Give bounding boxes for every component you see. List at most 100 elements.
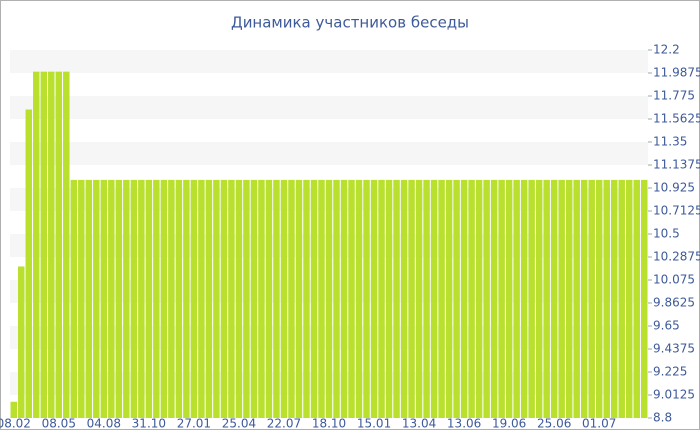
y-tick-label: 10.925 — [653, 181, 695, 195]
bar — [355, 179, 363, 418]
bar — [250, 179, 258, 418]
bar — [445, 179, 453, 418]
x-tick-label: 19.06 — [492, 417, 526, 430]
bar — [370, 179, 378, 418]
bar — [130, 179, 138, 418]
x-tick-label: 25.06 — [537, 417, 571, 430]
bar — [40, 71, 48, 418]
bar — [123, 179, 130, 418]
bar — [325, 179, 333, 418]
bar — [160, 179, 168, 418]
bar — [385, 179, 393, 418]
bar — [626, 179, 633, 418]
bar — [558, 179, 565, 418]
bar — [93, 179, 100, 418]
grid-band — [10, 96, 648, 119]
bar — [468, 179, 475, 418]
bar — [183, 179, 190, 418]
bar — [100, 179, 108, 418]
bar — [288, 179, 295, 418]
bar — [460, 179, 468, 418]
bar — [258, 179, 265, 418]
bar — [498, 179, 505, 418]
bar — [168, 179, 175, 418]
bar — [588, 179, 595, 418]
bar — [85, 179, 93, 418]
bar — [190, 179, 198, 418]
bar — [603, 179, 610, 418]
bar — [528, 179, 535, 418]
bar — [453, 179, 460, 418]
x-tick-label: 22.07 — [267, 417, 301, 430]
bar — [303, 179, 310, 418]
bar — [595, 179, 603, 418]
bar — [340, 179, 348, 418]
bar — [33, 71, 40, 418]
bar — [475, 179, 483, 418]
bar — [55, 71, 63, 418]
bar — [145, 179, 153, 418]
bar — [18, 266, 25, 418]
x-tick-label: 13.06 — [447, 417, 481, 430]
bar — [153, 179, 160, 418]
bar — [408, 179, 415, 418]
bar — [70, 179, 78, 418]
bar — [280, 179, 288, 418]
bar — [430, 179, 438, 418]
x-tick-label: 15.01 — [357, 417, 391, 430]
bar — [198, 179, 205, 418]
bar — [550, 179, 558, 418]
bar — [63, 71, 70, 418]
bar — [580, 179, 588, 418]
x-tick-label: 08.02 — [0, 417, 31, 430]
x-tick-label: 01.07 — [582, 417, 616, 430]
bar — [115, 179, 123, 418]
bar — [265, 179, 273, 418]
bar — [228, 179, 235, 418]
bar — [513, 179, 520, 418]
bar — [310, 179, 318, 418]
y-tick-label: 10.7125 — [653, 204, 700, 218]
bar — [175, 179, 183, 418]
bar — [273, 179, 280, 418]
bar — [78, 179, 85, 418]
y-tick-label: 11.5625 — [653, 112, 700, 126]
bar — [318, 179, 325, 418]
bar — [505, 179, 513, 418]
y-tick-label: 9.8625 — [653, 296, 695, 310]
grid-band — [10, 142, 648, 165]
bar — [348, 179, 355, 418]
y-tick-label: 9.225 — [653, 365, 687, 379]
bar — [483, 179, 490, 418]
bar — [25, 109, 32, 418]
bar — [235, 179, 243, 418]
y-tick-label: 9.65 — [653, 319, 680, 333]
chart-title: Динамика участников беседы — [231, 14, 469, 32]
y-tick-label: 10.075 — [653, 273, 695, 287]
bar — [543, 179, 550, 418]
bar — [243, 179, 250, 418]
y-tick-label: 10.2875 — [653, 250, 700, 264]
bar — [610, 179, 618, 418]
y-tick-label: 11.775 — [653, 89, 695, 103]
bar — [520, 179, 528, 418]
y-tick-label: 11.1375 — [653, 158, 700, 172]
y-tick-label: 11.35 — [653, 135, 687, 149]
bar — [415, 179, 423, 418]
bar — [213, 179, 220, 418]
x-tick-label: 04.08 — [87, 417, 121, 430]
bar — [295, 179, 303, 418]
bar — [108, 179, 115, 418]
x-tick-label: 31.10 — [132, 417, 166, 430]
bar — [10, 401, 17, 418]
bar — [641, 179, 648, 418]
bar — [205, 179, 213, 418]
x-tick-label: 08.05 — [42, 417, 76, 430]
y-tick-label: 11.9875 — [653, 66, 700, 80]
grid-band — [10, 50, 648, 73]
bar — [438, 179, 445, 418]
bar — [573, 179, 580, 418]
bar — [423, 179, 430, 418]
bar — [378, 179, 385, 418]
